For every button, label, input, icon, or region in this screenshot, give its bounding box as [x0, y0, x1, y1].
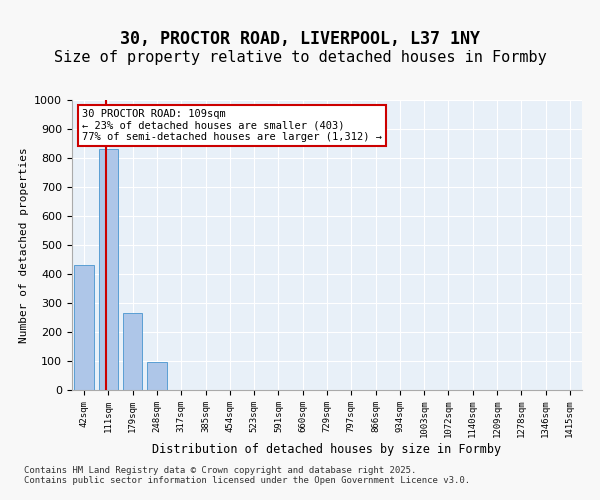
Bar	[74, 266, 94, 390]
Bar	[147, 362, 167, 390]
Bar	[99, 150, 118, 390]
Y-axis label: Number of detached properties: Number of detached properties	[19, 147, 29, 343]
Bar	[123, 313, 142, 390]
Text: Size of property relative to detached houses in Formby: Size of property relative to detached ho…	[53, 50, 547, 65]
Text: 30 PROCTOR ROAD: 109sqm
← 23% of detached houses are smaller (403)
77% of semi-d: 30 PROCTOR ROAD: 109sqm ← 23% of detache…	[82, 108, 382, 142]
Text: 30, PROCTOR ROAD, LIVERPOOL, L37 1NY: 30, PROCTOR ROAD, LIVERPOOL, L37 1NY	[120, 30, 480, 48]
Text: Contains HM Land Registry data © Crown copyright and database right 2025.
Contai: Contains HM Land Registry data © Crown c…	[24, 466, 470, 485]
X-axis label: Distribution of detached houses by size in Formby: Distribution of detached houses by size …	[152, 443, 502, 456]
